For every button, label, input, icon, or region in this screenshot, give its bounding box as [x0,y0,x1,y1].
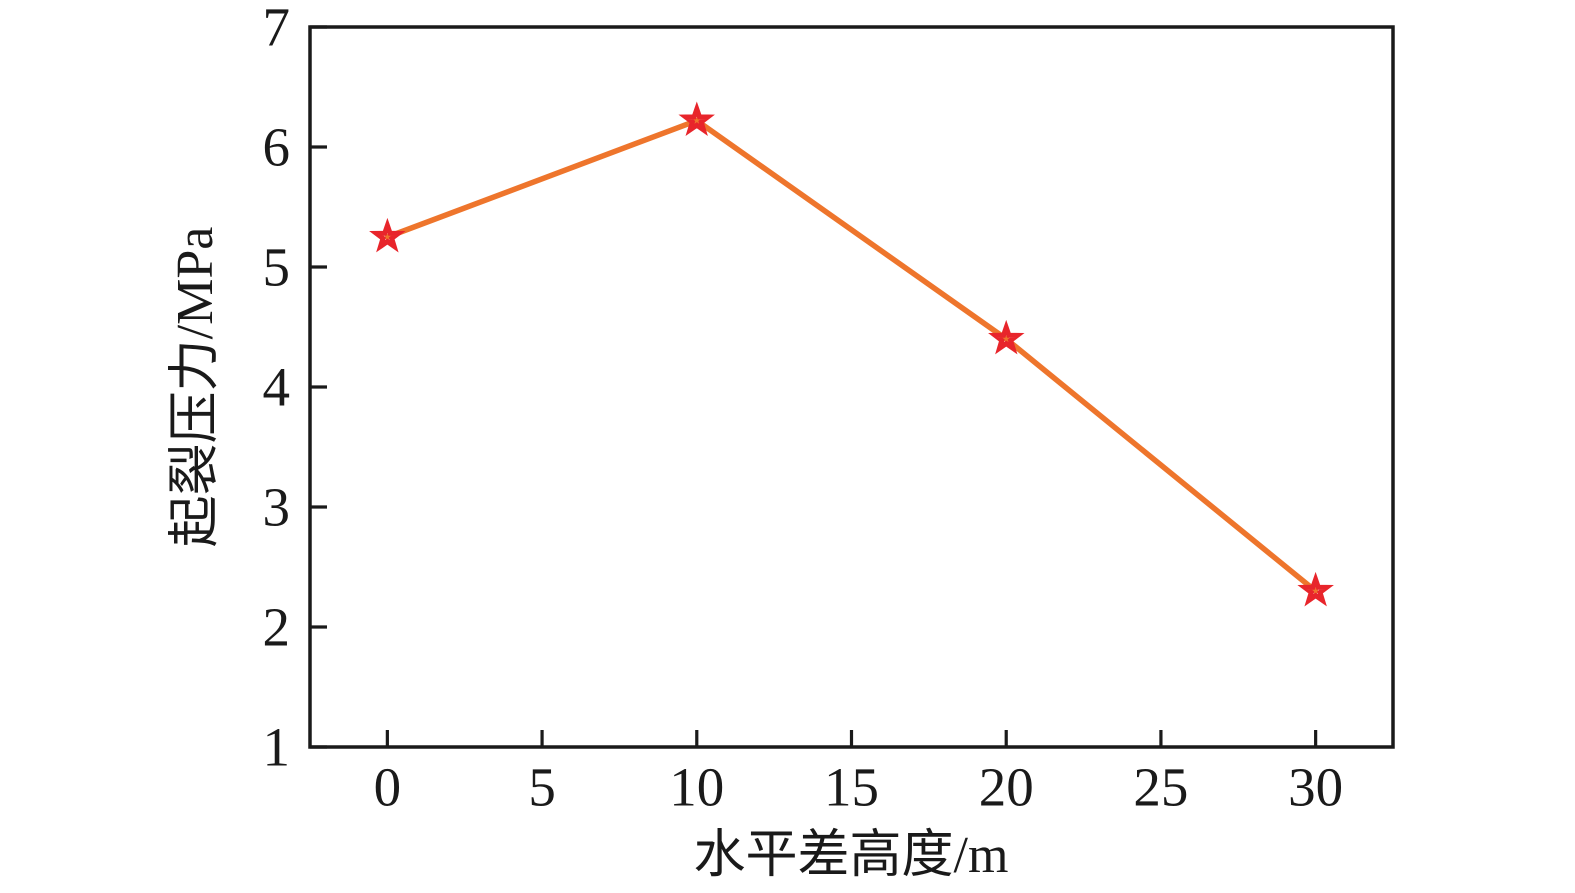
y-tick-label: 3 [263,477,291,538]
x-tick-label: 15 [824,757,879,818]
plot-border [308,25,1395,749]
data-point-marker [1297,571,1334,607]
data-point-marker [369,217,406,253]
y-tick-label: 6 [263,117,291,178]
y-axis-label: 起裂压力/MPa [167,227,224,548]
x-axis-label: 水平差高度/m [694,827,1009,884]
data-point-marker [988,319,1025,355]
data-series [369,101,1334,607]
x-tick-label: 0 [374,757,402,818]
x-tick-label: 10 [669,757,724,818]
y-tick-label: 5 [263,237,291,298]
axis-tick-labels: 0 5 10 15 20 25 30 1 2 3 4 5 6 7 [263,0,1344,818]
x-tick-label: 30 [1288,757,1343,818]
axis-ticks [310,25,1318,749]
y-tick-label: 7 [263,0,291,58]
y-tick-label: 1 [263,717,291,778]
x-tick-label: 5 [528,757,556,818]
x-tick-label: 20 [979,757,1034,818]
data-line [384,117,1319,594]
y-tick-label: 4 [263,357,291,418]
x-tick-label: 25 [1133,757,1188,818]
data-point-marker [678,101,715,137]
y-tick-label: 2 [263,597,291,658]
